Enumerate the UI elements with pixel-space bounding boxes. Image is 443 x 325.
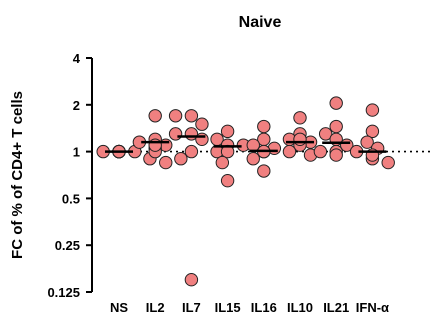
y-tick-label: 4: [73, 51, 81, 66]
data-point: [329, 119, 343, 134]
data-point: [148, 138, 162, 152]
data-point: [174, 152, 188, 166]
chart-title: Naive: [239, 14, 282, 31]
data-point: [195, 117, 209, 131]
data-point: [365, 103, 380, 117]
data-point: [220, 124, 235, 139]
median-lines: [105, 135, 387, 153]
y-axis-label: FC of % of CD4+ T cells: [9, 91, 26, 259]
data-point: [184, 109, 199, 123]
data-points: [96, 96, 395, 287]
data-point: [257, 119, 271, 134]
y-ticks: 4 2 1 0.5 0.25 0.125: [47, 51, 92, 300]
data-point: [168, 127, 183, 141]
x-tick-label: IL16: [251, 300, 277, 315]
data-point: [381, 155, 395, 170]
data-point: [293, 132, 307, 146]
x-tick-label: IL21: [323, 300, 349, 315]
data-point: [184, 272, 199, 287]
data-point: [313, 144, 328, 159]
data-point: [360, 135, 374, 149]
data-point: [168, 109, 183, 123]
data-point: [148, 109, 162, 123]
data-point: [318, 127, 333, 141]
data-point: [159, 155, 173, 170]
data-point: [293, 111, 307, 125]
y-tick-label: 2: [73, 98, 80, 113]
data-point: [282, 144, 297, 159]
data-point: [195, 132, 209, 146]
data-point: [257, 164, 271, 178]
data-point: [184, 144, 199, 159]
data-point: [329, 148, 343, 162]
data-point: [365, 124, 380, 139]
x-tick-label: IL10: [287, 300, 313, 315]
x-tick-label: NS: [110, 300, 128, 315]
x-tick-label: IFN-α: [356, 300, 389, 315]
y-tick-label: 1: [73, 145, 80, 160]
data-point: [220, 173, 235, 188]
y-tick-label: 0.25: [55, 238, 80, 253]
x-ticks: NS IL2 IL7 IL15 IL16 IL10 IL21 IFN-α: [110, 300, 389, 315]
x-tick-label: IL2: [146, 300, 165, 315]
x-tick-label: IL15: [215, 300, 241, 315]
y-tick-label: 0.125: [47, 285, 80, 300]
y-tick-label: 0.5: [62, 191, 80, 206]
data-point: [329, 96, 343, 110]
x-tick-label: IL7: [182, 300, 201, 315]
data-point: [215, 155, 230, 170]
data-point: [246, 152, 260, 166]
